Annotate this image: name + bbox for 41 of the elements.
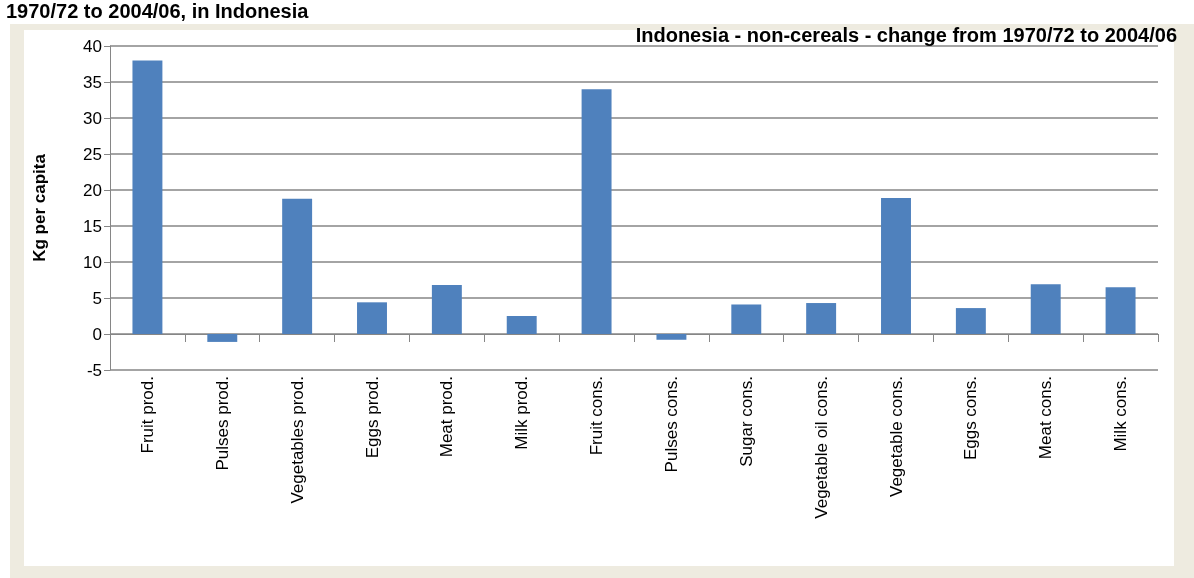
x-tick-label: Vegetables prod. (287, 376, 307, 504)
x-tick-label: Milk cons. (1111, 376, 1131, 452)
y-tick-label: 5 (92, 288, 102, 308)
chart-title: Indonesia - non-cereals - change from 1970/72 to 2004/06 (635, 24, 1178, 46)
bar (955, 308, 986, 334)
bar (881, 197, 911, 334)
bar (1030, 284, 1061, 334)
x-tick-label: Eggs cons. (961, 376, 981, 461)
y-tick-label: 10 (83, 252, 102, 272)
bar (357, 302, 387, 334)
y-tick-label: 0 (92, 324, 102, 344)
y-tick-label: 40 (83, 36, 102, 56)
bar (282, 198, 313, 334)
bar (431, 285, 462, 334)
x-tick-label: Fruit cons. (587, 376, 607, 456)
y-tick-label: 30 (83, 108, 102, 128)
y-tick-label: -5 (86, 360, 102, 380)
y-tick-label: 20 (83, 180, 102, 200)
bar (1105, 287, 1136, 334)
text: 1970/72 to 2004/06, in Indonesia (6, 0, 309, 23)
bar (207, 334, 238, 342)
x-tick-label: Sugar cons. (736, 376, 756, 467)
x-tick-label: Pulses cons. (661, 376, 681, 473)
bar (506, 316, 537, 334)
y-tick-label: 35 (83, 72, 102, 92)
bar (731, 304, 762, 334)
y-axis-title: Kg per capita (30, 153, 49, 262)
bar (132, 60, 163, 334)
bar (806, 303, 837, 334)
bar (581, 89, 612, 334)
x-tick-label: Fruit prod. (137, 376, 157, 454)
x-tick-label: Milk prod. (512, 376, 532, 450)
bar (656, 334, 687, 340)
y-tick-label: 25 (83, 144, 102, 164)
x-tick-label: Eggs prod. (362, 376, 382, 459)
y-tick-label: 15 (83, 216, 102, 236)
x-tick-label: Meat cons. (1036, 376, 1056, 460)
x-tick-label: Vegetable cons. (886, 376, 906, 497)
x-tick-label: Meat prod. (437, 376, 457, 458)
x-tick-label: Vegetable oil cons. (811, 376, 831, 519)
x-tick-label: Pulses prod. (212, 376, 232, 471)
